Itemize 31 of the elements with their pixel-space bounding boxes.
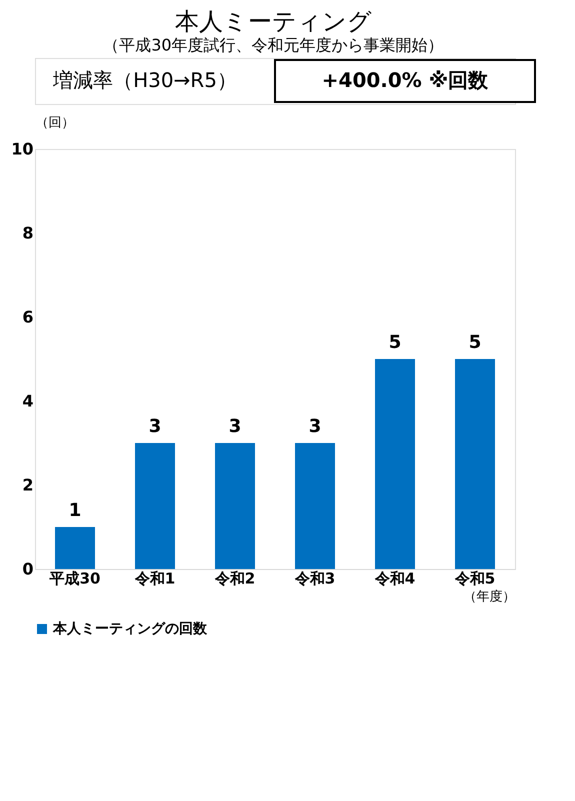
bar (295, 443, 335, 569)
y-axis-title: （回） (36, 116, 74, 130)
bar (455, 359, 495, 569)
bar (135, 443, 175, 569)
data-label: 1 (68, 500, 82, 521)
bar (215, 443, 255, 569)
data-label: 3 (228, 416, 242, 437)
legend-label: 本人ミーティングの回数 (52, 621, 208, 637)
y-tick-label: 8 (22, 224, 34, 242)
x-tick-label: 平成30 (48, 570, 100, 588)
data-label: 5 (468, 332, 482, 353)
text: 増減率（H30→R5） (52, 68, 237, 92)
x-tick-label: 令和5 (454, 570, 496, 588)
x-axis-title: （年度） (464, 588, 516, 604)
chart-title: 本人ミーティング (174, 8, 372, 36)
data-label: 3 (308, 416, 322, 437)
y-tick-label: 2 (22, 476, 34, 494)
y-tick-label: 4 (22, 392, 34, 410)
text: +400.0% ※回数 (322, 68, 490, 92)
y-tick-label: 0 (22, 560, 34, 578)
y-tick-label: 10 (11, 140, 34, 158)
x-tick-label: 令和1 (134, 570, 176, 588)
data-label: 5 (388, 332, 402, 353)
bar (55, 527, 95, 569)
y-tick-label: 6 (22, 308, 34, 326)
x-tick-label: 令和4 (374, 570, 416, 588)
bar (375, 359, 415, 569)
x-tick-label: 令和3 (294, 570, 336, 588)
x-tick-label: 令和2 (214, 570, 256, 588)
data-label: 3 (148, 416, 162, 437)
chart-subtitle: （平成30年度試行、令和元年度から事業開始） (103, 36, 444, 54)
